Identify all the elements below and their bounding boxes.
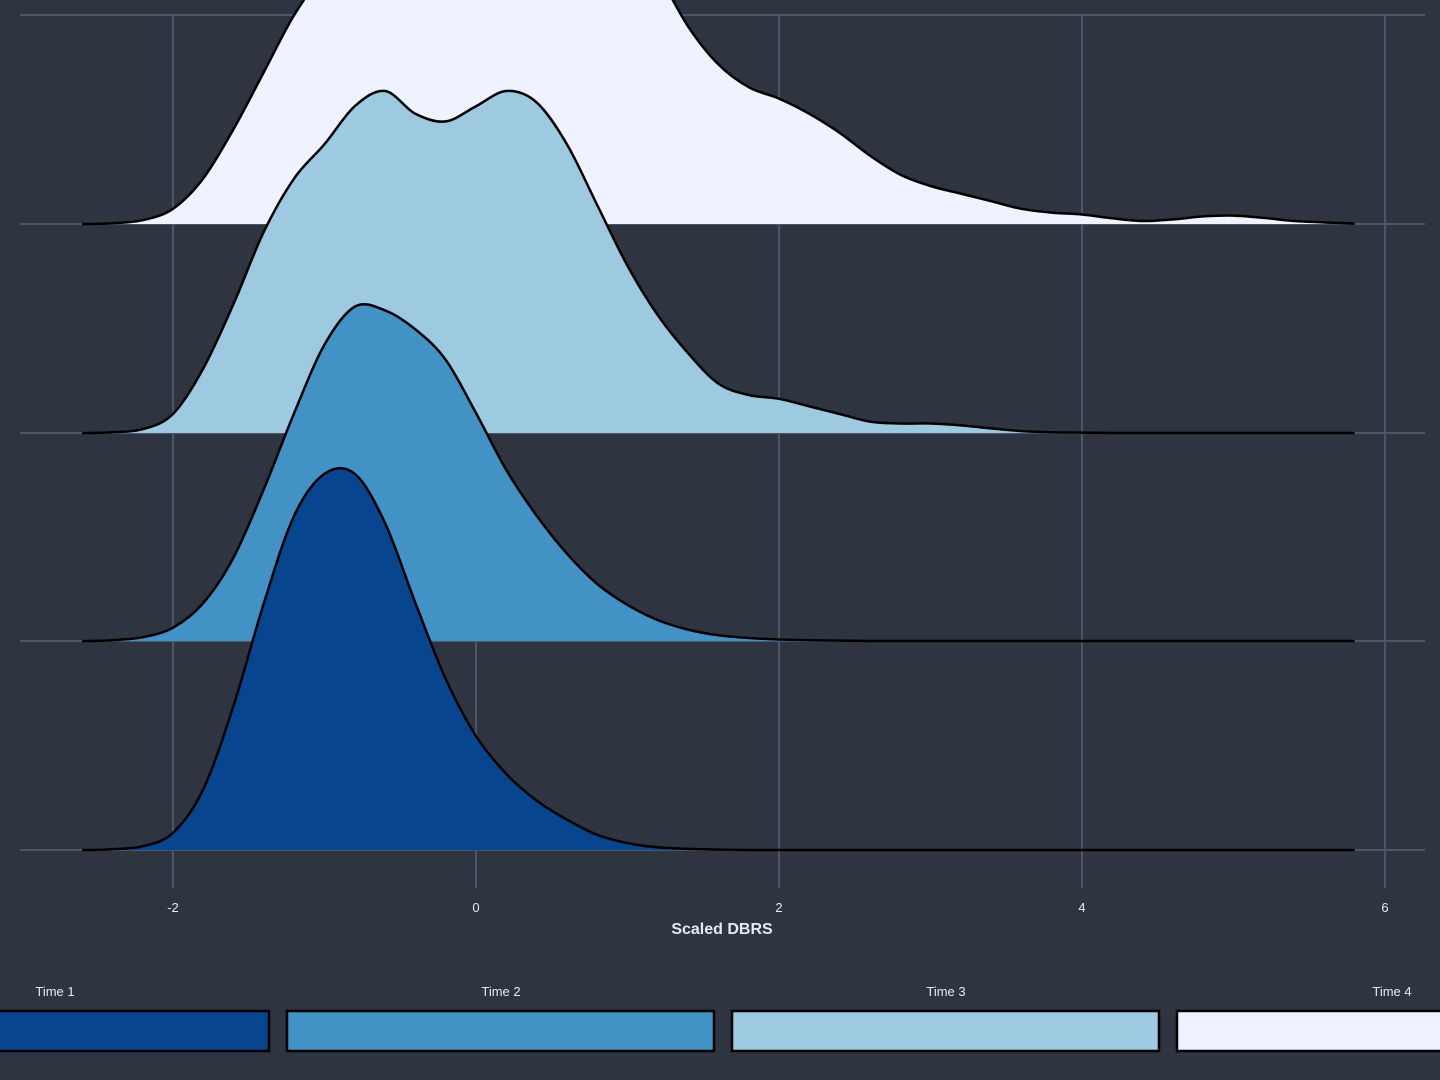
legend-label-time-1: Time 1 (35, 984, 74, 999)
x-axis-ticks: -2 0 2 4 6 (167, 900, 1388, 915)
x-tick-label: 4 (1078, 900, 1085, 915)
legend-swatch-time-1 (0, 1009, 271, 1053)
legend-swatch-time-4 (1175, 1009, 1440, 1053)
legend-label-time-2: Time 2 (481, 984, 520, 999)
legend: Time 1 Time 2 Time 3 Time 4 (0, 984, 1440, 1053)
x-axis-title: Scaled DBRS (671, 921, 773, 938)
ridge-outline-time-4 (82, 0, 1355, 226)
ridge-outline-time-1 (82, 466, 1355, 852)
legend-label-time-3: Time 3 (926, 984, 965, 999)
ridge-fill-time-2 (82, 304, 1355, 642)
x-tick-label: 6 (1381, 900, 1388, 915)
ridge-outline-time-2 (82, 303, 1355, 643)
density-ridges (82, 0, 1355, 852)
x-tick-label: 2 (775, 900, 782, 915)
ridge-outline-time-3 (82, 89, 1355, 435)
x-tick-label: -2 (167, 900, 179, 915)
legend-swatch-time-2 (285, 1009, 716, 1053)
legend-label-time-4: Time 4 (1372, 984, 1411, 999)
x-tick-label: 0 (472, 900, 479, 915)
legend-swatch-time-3 (730, 1009, 1161, 1053)
